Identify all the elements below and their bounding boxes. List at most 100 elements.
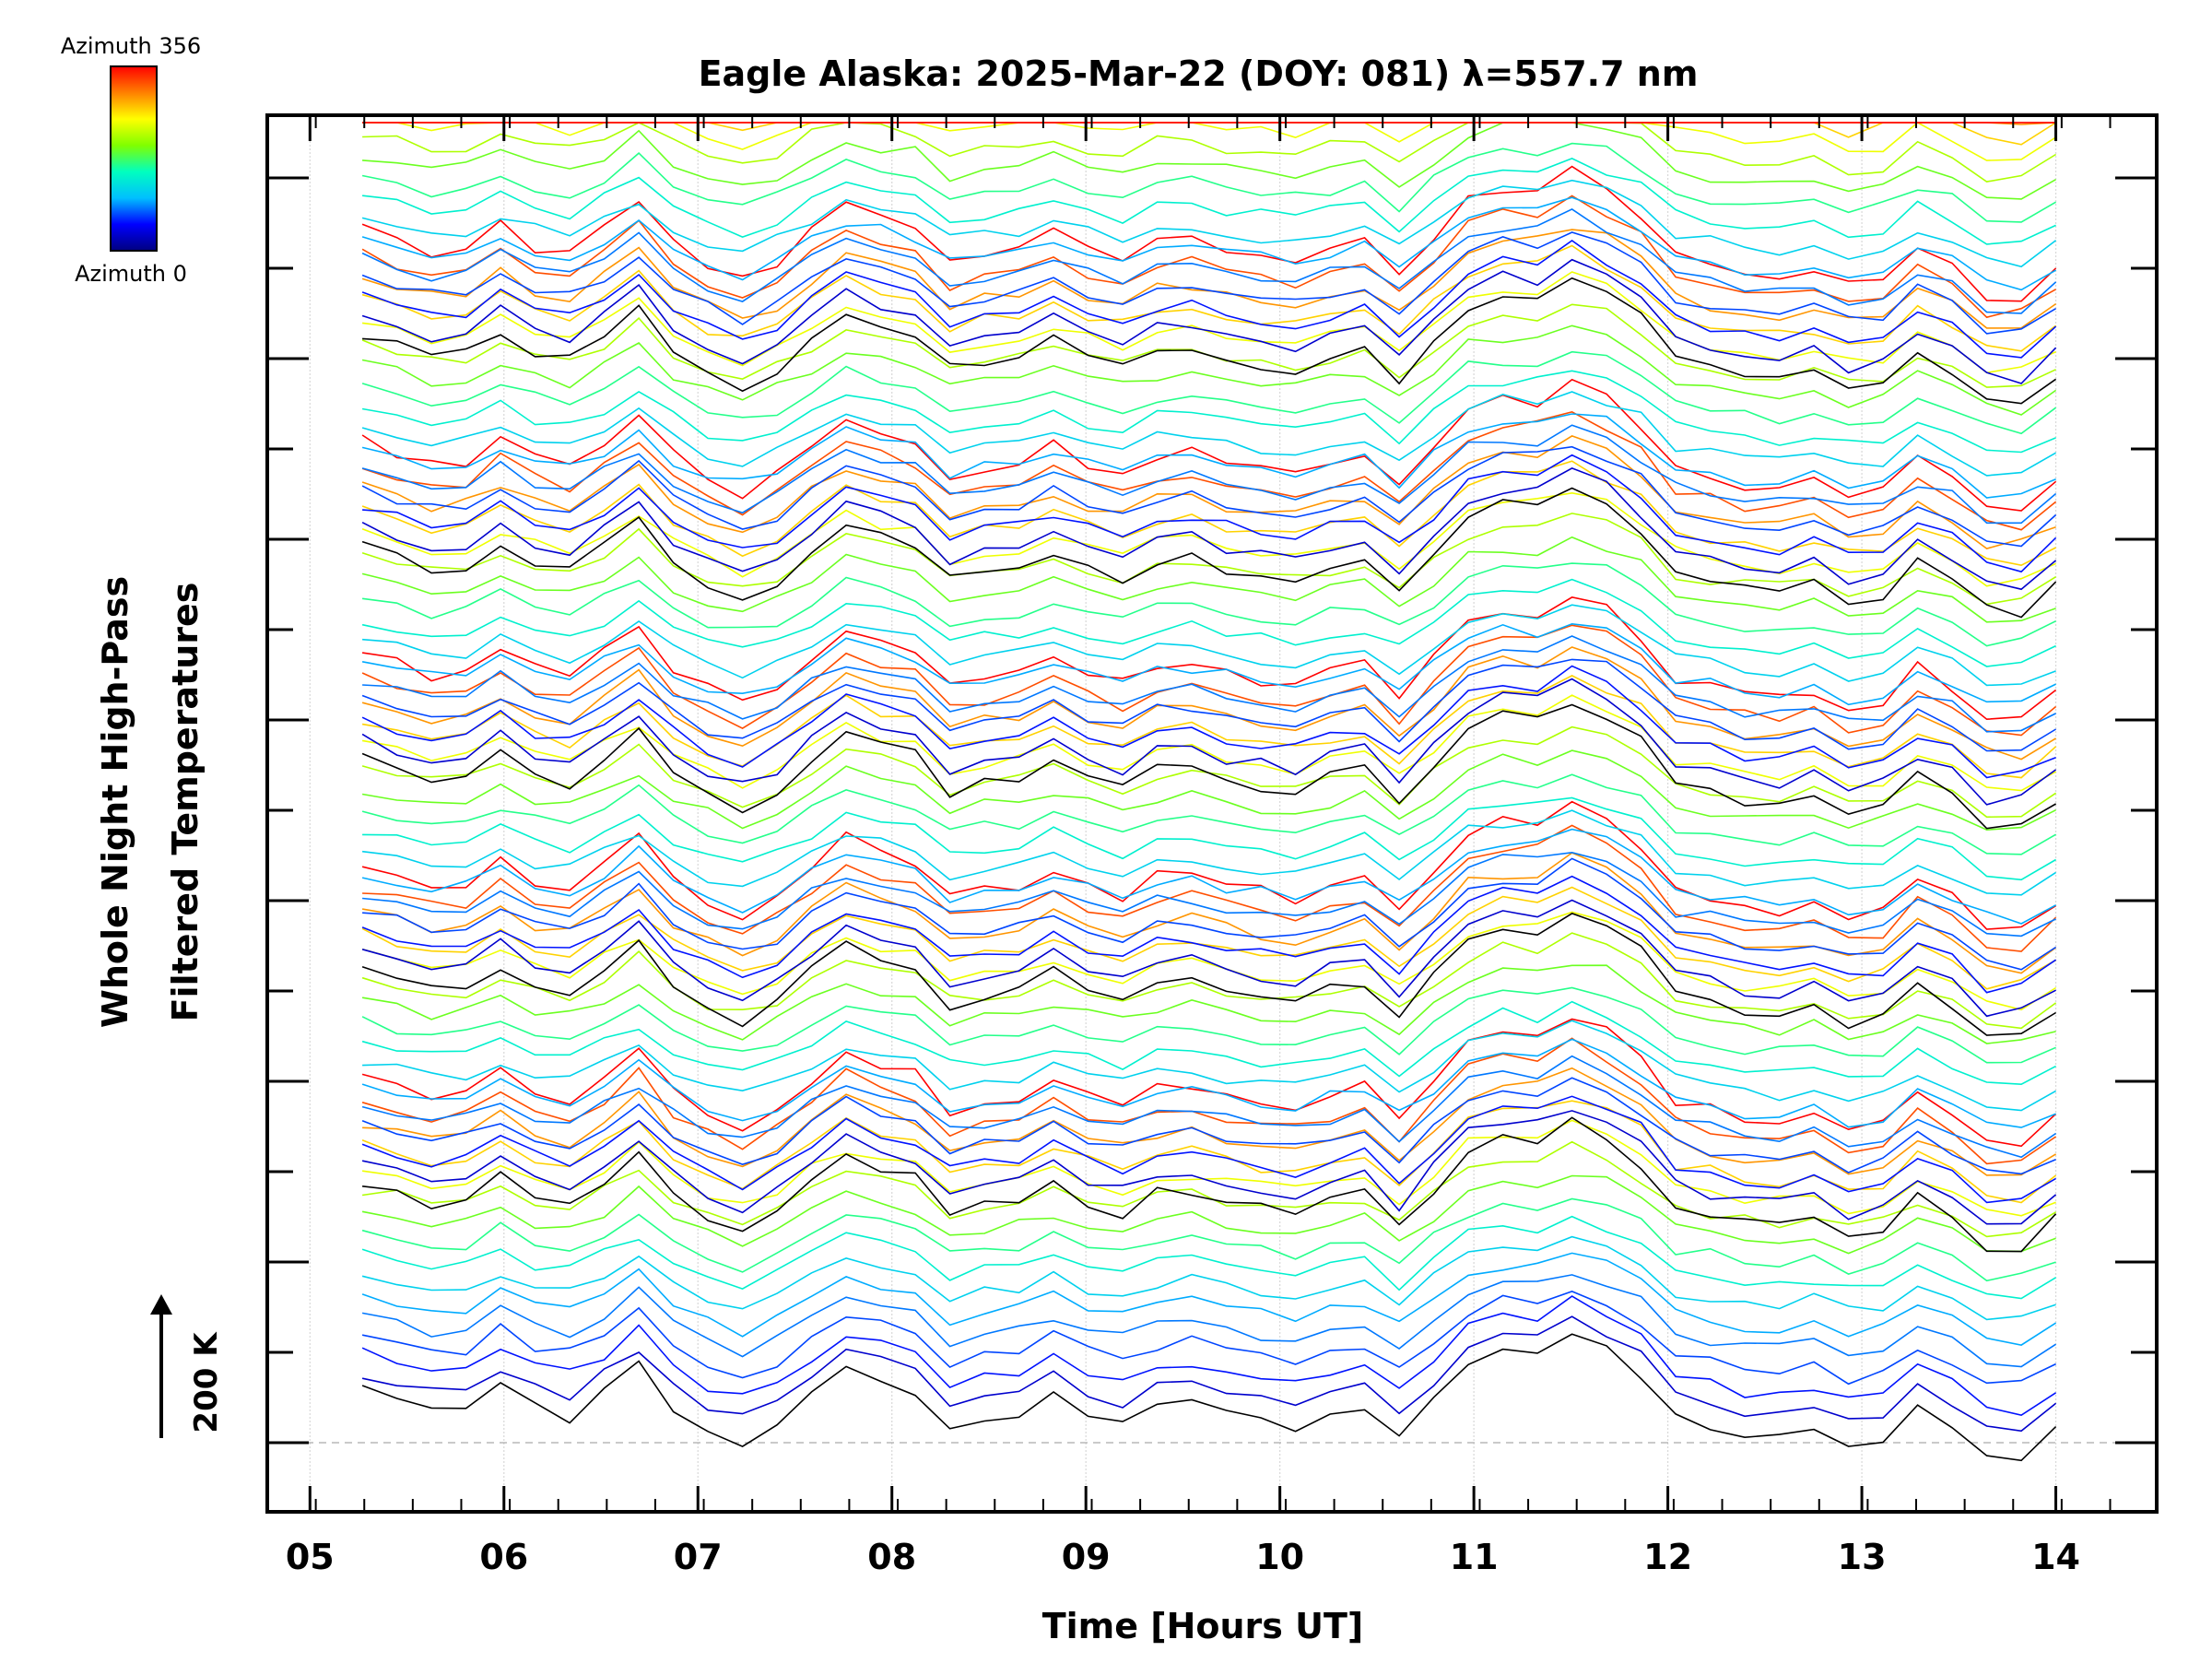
y-axis-label: Whole Night High-Pass Filtered Temperatu…: [95, 576, 206, 1028]
azimuth-trace: [361, 911, 2057, 1011]
azimuth-trace: [362, 122, 2057, 161]
azimuth-trace: [361, 1119, 2056, 1217]
azimuth-trace: [361, 207, 2057, 314]
azimuth-trace: [361, 578, 2056, 667]
azimuth-trace: [361, 852, 2057, 974]
azimuth-trace: [362, 277, 2057, 405]
azimuth-trace: [361, 179, 2057, 268]
azimuth-trace: [361, 1077, 2056, 1175]
azimuth-trace: [362, 454, 2057, 573]
x-tick-label: 09: [1062, 1537, 1111, 1577]
azimuth-trace: [361, 913, 2057, 1036]
x-tick-label: 14: [2031, 1537, 2080, 1577]
azimuth-trace: [361, 1274, 2057, 1368]
x-tick-label: 07: [674, 1537, 723, 1577]
azimuth-trace: [361, 899, 2056, 1018]
azimuth-trace: [361, 1315, 2057, 1433]
azimuth-trace: [362, 824, 2057, 952]
azimuth-trace: [361, 932, 2057, 1030]
azimuth-trace: [361, 678, 2057, 806]
azimuth-trace: [361, 964, 2056, 1044]
x-axis-label: Time [Hours UT]: [1042, 1606, 1364, 1646]
azimuth-trace: [361, 1055, 2057, 1159]
azimuth-trace: [361, 1174, 2056, 1255]
colorbar: Azimuth 356 Azimuth 0: [61, 33, 201, 287]
azimuth-trace: [361, 142, 2057, 223]
azimuth-trace: [361, 1333, 2057, 1462]
azimuth-trace: [361, 986, 2056, 1064]
x-tick-label: 08: [867, 1537, 916, 1577]
azimuth-trace: [361, 596, 2057, 721]
x-tick-label: 11: [1450, 1537, 1499, 1577]
azimuth-trace: [362, 857, 2057, 971]
azimuth-trace: [362, 809, 2057, 896]
azimuth-trace: [361, 1252, 2057, 1346]
azimuth-trace: [361, 773, 2056, 855]
azimuth-trace: [361, 646, 2057, 761]
azimuth-trace: [362, 122, 2056, 200]
azimuth-trace: [361, 435, 2056, 549]
azimuth-trace: [361, 240, 2057, 359]
azimuth-trace: [361, 244, 2057, 352]
azimuth-trace: [361, 271, 2056, 374]
azimuth-trace: [361, 258, 2057, 384]
azimuth-trace: [361, 725, 2057, 819]
azimuth-trace: [362, 1020, 2056, 1112]
azimuth-trace: [361, 1197, 2056, 1282]
azimuth-trace: [361, 165, 2057, 302]
azimuth-trace: [361, 195, 2056, 319]
x-tick-label: 10: [1255, 1537, 1304, 1577]
azimuth-trace: [362, 1116, 2057, 1253]
azimuth-trace: [361, 350, 2057, 435]
azimuth-trace: [362, 635, 2056, 733]
azimuth-trace: [361, 624, 2057, 737]
azimuth-trace: [361, 536, 2056, 623]
y-axis-label-line2: Filtered Temperatures: [165, 583, 206, 1022]
azimuth-trace: [361, 1110, 2057, 1225]
azimuth-trace: [362, 796, 2057, 881]
azimuth-trace: [361, 1295, 2057, 1417]
azimuth-trace: [361, 675, 2057, 779]
azimuth-trace: [362, 122, 2057, 183]
azimuth-trace: [361, 378, 2057, 512]
azimuth-trace: [362, 604, 2056, 687]
azimuth-trace: [361, 1291, 2056, 1386]
y-axis-label-line1: Whole Night High-Pass: [95, 576, 135, 1028]
azimuth-trace: [361, 886, 2056, 990]
axes: 05 06 07 08 09 10 11 12 13 14: [265, 113, 2159, 1577]
scale-bar-label: 200 K: [188, 1331, 225, 1433]
azimuth-trace: [361, 413, 2056, 499]
azimuth-trace: [361, 370, 2056, 454]
chart-title: Eagle Alaska: 2025-Mar-22 (DOY: 081) λ=5…: [699, 53, 1699, 94]
azimuth-trace: [361, 562, 2056, 647]
azimuth-trace: [361, 424, 2057, 525]
azimuth-trace: [361, 828, 2056, 925]
azimuth-trace: [361, 391, 2056, 477]
azimuth-trace: [361, 445, 2057, 548]
azimuth-trace: [361, 749, 2056, 832]
x-tick-label: 05: [286, 1537, 335, 1577]
azimuth-trace: [361, 1100, 2057, 1204]
azimuth-trace: [361, 694, 2056, 792]
azimuth-trace: [361, 196, 2056, 291]
azimuth-trace: [361, 513, 2057, 606]
azimuth-trace: [361, 1215, 2057, 1300]
azimuth-trace: [361, 1095, 2057, 1204]
azimuth-trace: [361, 487, 2057, 619]
azimuth-trace: [361, 467, 2057, 591]
azimuth-trace: [361, 303, 2056, 388]
x-tick-label: 12: [1643, 1537, 1692, 1577]
azimuth-trace: [361, 1000, 2056, 1086]
azimuth-trace: [361, 875, 2057, 994]
azimuth-trace: [361, 703, 2056, 830]
azimuth-trace: [361, 1038, 2056, 1128]
scale-bar-arrow-head: [150, 1294, 172, 1315]
azimuth-trace: [361, 460, 2056, 567]
colorbar-top-label: Azimuth 356: [61, 33, 201, 59]
x-tick-label: 13: [1838, 1537, 1887, 1577]
azimuth-trace: [361, 658, 2057, 752]
plot-frame: [265, 113, 2159, 1514]
azimuth-trace: [362, 851, 2056, 938]
